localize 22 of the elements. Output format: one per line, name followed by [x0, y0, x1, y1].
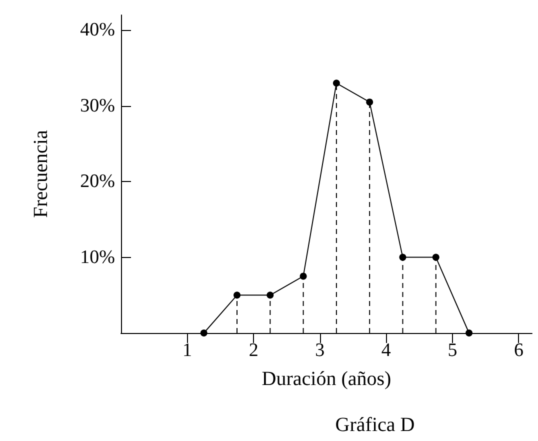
point — [366, 98, 374, 106]
x-tick-label: 2 — [248, 340, 258, 361]
y-tick-label: 40% — [80, 20, 116, 41]
x-tick-label: 6 — [514, 340, 524, 361]
x-tick-label: 5 — [448, 340, 458, 361]
x-tick-label: 4 — [381, 340, 392, 361]
point — [466, 330, 473, 336]
y-tick-label: 30% — [80, 95, 116, 116]
point — [399, 254, 406, 261]
point — [432, 254, 440, 261]
y-tick-label: 10% — [80, 246, 116, 268]
y-tick-label: 20% — [80, 171, 116, 192]
point — [266, 292, 274, 299]
point — [200, 330, 208, 336]
text: Gráfica D — [335, 414, 415, 436]
x-tick-label: 1 — [182, 340, 192, 361]
x-axis-title: Duración (años) — [262, 368, 392, 390]
y-axis-title: Frecuencia — [30, 130, 52, 218]
point — [332, 80, 340, 87]
point — [300, 272, 307, 280]
x-tick-label: 3 — [315, 340, 325, 361]
point — [234, 292, 241, 299]
